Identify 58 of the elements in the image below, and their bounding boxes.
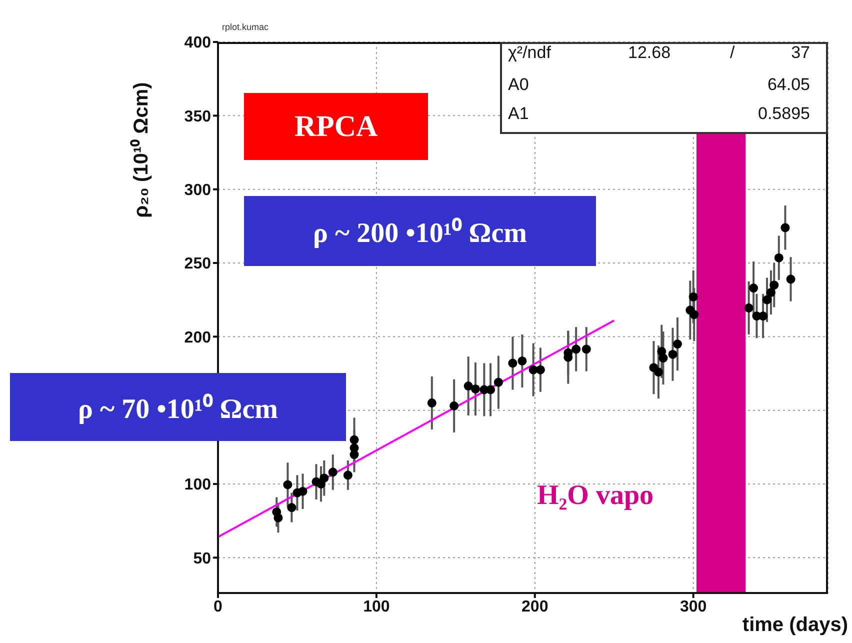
- point: [427, 398, 436, 408]
- point: [770, 280, 779, 290]
- annotation: 12.68: [628, 43, 671, 63]
- y-tick-label: 400: [184, 34, 212, 52]
- annotation: 64.05: [767, 75, 810, 95]
- point: [582, 344, 591, 354]
- y-tick-label: 300: [184, 182, 212, 200]
- point: [283, 480, 292, 490]
- x-tick-label: 0: [214, 598, 223, 616]
- point: [786, 274, 796, 284]
- y-tick-label: 250: [184, 256, 212, 273]
- annotation: 0.5895: [758, 104, 810, 124]
- point: [690, 310, 699, 320]
- point: [749, 284, 758, 293]
- point: [658, 354, 668, 363]
- point: [780, 223, 790, 232]
- point: [758, 312, 768, 321]
- point: [766, 288, 776, 297]
- point: [672, 340, 682, 349]
- point: [350, 435, 359, 444]
- annotation: A1: [508, 104, 529, 124]
- x-tick-label: 200: [522, 598, 548, 616]
- point: [274, 513, 283, 522]
- point: [350, 450, 359, 460]
- y-axis-title: ρ₂₀ (10¹⁰ Ωcm): [129, 82, 154, 218]
- y-tick-label: 50: [193, 550, 212, 568]
- point: [688, 292, 698, 302]
- point: [298, 486, 308, 496]
- point: [774, 253, 784, 262]
- point: [343, 470, 352, 480]
- annotation: χ²/ndf: [508, 43, 551, 63]
- point: [536, 365, 545, 374]
- point: [654, 368, 663, 377]
- annotation: H₂O vapo: [537, 480, 654, 512]
- y-tick-label: 100: [184, 476, 212, 494]
- annotation: 37: [791, 43, 810, 63]
- x-axis-title: time (days): [742, 614, 848, 637]
- point: [494, 378, 503, 387]
- point: [744, 303, 754, 312]
- point: [486, 385, 496, 394]
- point: [464, 382, 473, 391]
- annotation: A0: [508, 75, 529, 95]
- point: [320, 474, 329, 483]
- point: [668, 350, 678, 359]
- text: rplot.kumac: [222, 22, 269, 32]
- y-tick-label: 200: [184, 329, 212, 346]
- point: [450, 401, 459, 410]
- point: [762, 295, 772, 304]
- y-tick-label: 350: [184, 108, 212, 126]
- point: [508, 358, 518, 368]
- point: [328, 468, 338, 477]
- x-tick-label: 100: [363, 598, 390, 616]
- point: [518, 356, 527, 366]
- point: [287, 503, 296, 512]
- annotation: /: [730, 43, 735, 63]
- point: [572, 344, 581, 354]
- point: [470, 384, 480, 394]
- x-tick-label: 300: [680, 598, 707, 616]
